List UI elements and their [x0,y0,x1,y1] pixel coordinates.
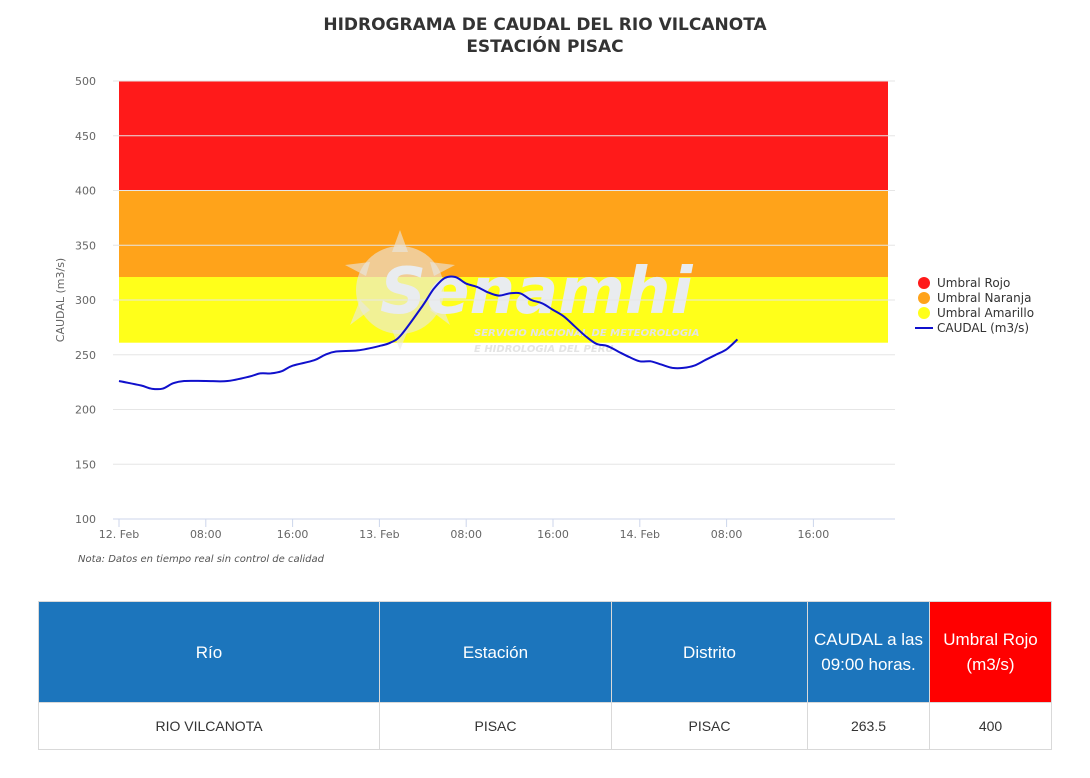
x-tick-label: 16:00 [277,528,309,541]
x-tick-label: 16:00 [537,528,569,541]
y-tick-label: 500 [75,75,96,88]
legend-label: Umbral Amarillo [937,306,1034,320]
legend-label: Umbral Rojo [937,276,1010,290]
y-tick-label: 300 [75,294,96,307]
series-line-caudal [118,275,739,391]
legend-marker-0 [918,277,930,289]
header-flow: CAUDAL a las 09:00 horas. [807,601,930,703]
band-2 [119,277,888,343]
y-tick-label: 200 [75,404,96,417]
hydrograph-chart: HIDROGRAMA DE CAUDAL DEL RIO VILCANOTA E… [54,15,1034,565]
x-tick-label: 08:00 [190,528,222,541]
header-district: Distrito [611,601,808,703]
quality-note: Nota: Datos en tiempo real sin control d… [78,554,325,565]
watermark-line2: E HIDROLOGIA DEL PERU [474,344,614,355]
y-axis: 100 150 200 250 300 350 400 450 500 [75,75,96,526]
y-tick-label: 450 [75,130,96,143]
x-axis: 12. Feb 08:00 16:00 13. Feb 08:00 16:00 14. Fe… [99,519,829,541]
x-tick-label: 12. Feb [99,528,139,541]
y-tick-label: 250 [75,349,96,362]
table-header-row: Río Estación Distrito CAUDAL a las 09:00… [38,601,1052,703]
watermark-name: Senamhi [380,255,694,329]
chart-subtitle: ESTACIÓN PISAC [466,35,623,57]
chart-title: HIDROGRAMA DE CAUDAL DEL RIO VILCANOTA [323,15,767,35]
y-tick-label: 100 [75,513,96,526]
header-river: Río [38,601,380,703]
cell-station: PISAC [379,702,612,750]
station-table: Río Estación Distrito CAUDAL a las 09:00… [38,601,1052,750]
cell-river: RIO VILCANOTA [38,702,380,750]
legend-marker-2 [918,307,930,319]
band-1 [119,190,888,278]
y-tick-label: 400 [75,185,96,198]
cell-flow: 263.5 [807,702,930,750]
table-row: RIO VILCANOTA PISAC PISAC 263.5 400 [38,702,1052,750]
cell-district: PISAC [611,702,808,750]
y-tick-label: 350 [75,239,96,252]
legend-label: CAUDAL (m3/s) [937,321,1029,335]
x-tick-label: 08:00 [711,528,743,541]
gridlines [113,80,895,520]
legend-marker-1 [918,292,930,304]
header-station: Estación [379,601,612,703]
y-tick-label: 150 [75,458,96,471]
series-layer [118,275,739,391]
watermark-line1: SERVICIO NACIONAL DE METEOROLOGIA [474,328,700,339]
x-tick-label: 13. Feb [359,528,399,541]
x-tick-label: 08:00 [450,528,482,541]
sun-logo-icon [345,230,455,350]
x-tick-label: 16:00 [798,528,830,541]
y-axis-title: CAUDAL (m3/s) [54,258,67,342]
legend-label: Umbral Naranja [937,291,1031,305]
x-tick-label: 14. Feb [620,528,660,541]
header-red-threshold: Umbral Rojo (m3/s) [929,601,1052,703]
cell-red-threshold: 400 [929,702,1052,750]
